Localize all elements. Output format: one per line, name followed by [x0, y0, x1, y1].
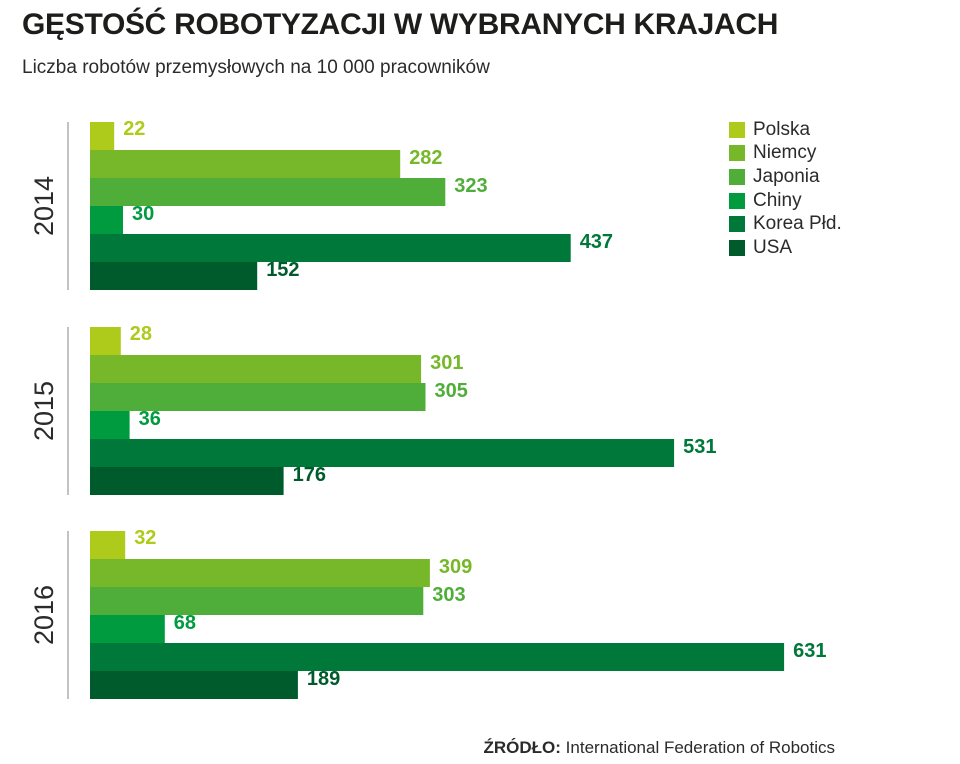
legend-item: Niemcy — [729, 142, 842, 166]
data-label: 305 — [435, 380, 468, 402]
bar — [90, 262, 258, 290]
legend-label: USA — [753, 236, 793, 258]
data-label: 176 — [293, 464, 326, 486]
data-label: 323 — [454, 175, 487, 197]
bar — [90, 383, 426, 411]
legend-item: Chiny — [729, 189, 842, 213]
data-label: 68 — [174, 612, 196, 634]
bar — [90, 234, 571, 262]
bar — [90, 467, 284, 495]
legend-item: Japonia — [729, 165, 842, 189]
bar — [90, 206, 123, 234]
legend-label: Korea Płd. — [753, 213, 842, 235]
bar — [90, 615, 165, 643]
source-note: ŹRÓDŁO: International Federation of Robo… — [484, 738, 836, 758]
data-label: 32 — [134, 527, 156, 549]
source-label: ŹRÓDŁO: — [483, 738, 561, 757]
data-label: 301 — [430, 352, 463, 374]
bar — [90, 150, 401, 178]
bar — [90, 439, 675, 467]
group-label: 2016 — [29, 585, 59, 645]
legend-swatch — [729, 168, 745, 185]
legend-swatch — [729, 145, 745, 162]
bar — [90, 671, 298, 699]
bar — [90, 327, 121, 355]
data-label: 309 — [439, 556, 472, 578]
legend-label: Polska — [753, 118, 811, 140]
legend-item: Polska — [729, 118, 842, 142]
bar — [90, 587, 424, 615]
data-label: 30 — [132, 203, 154, 225]
data-label: 152 — [266, 259, 299, 281]
legend-swatch — [729, 216, 745, 233]
bar — [90, 559, 430, 587]
bar — [90, 355, 422, 383]
group-label: 2015 — [29, 381, 59, 441]
data-label: 303 — [432, 584, 465, 606]
source-text: International Federation of Robotics — [565, 738, 835, 757]
data-label: 531 — [683, 436, 716, 458]
data-label: 28 — [130, 323, 152, 345]
group-label: 2014 — [29, 176, 59, 236]
chart-title: GĘSTOŚĆ ROBOTYZACJI W WYBRANYCH KRAJACH — [22, 8, 779, 41]
bar — [90, 178, 446, 206]
legend-item: USA — [729, 236, 842, 260]
legend-swatch — [729, 121, 745, 138]
legend: Polska Niemcy Japonia Chiny Korea Płd. USA — [729, 118, 842, 260]
legend-swatch — [729, 239, 745, 256]
legend-label: Chiny — [753, 189, 802, 211]
bar — [90, 122, 115, 150]
legend-label: Niemcy — [753, 142, 817, 164]
legend-item: Korea Płd. — [729, 212, 842, 236]
bar — [90, 643, 785, 671]
data-label: 36 — [139, 408, 161, 430]
data-label: 189 — [307, 668, 340, 690]
bar — [90, 411, 130, 439]
legend-swatch — [729, 192, 745, 209]
legend-label: Japonia — [753, 165, 820, 187]
data-label: 437 — [580, 231, 613, 253]
data-label: 631 — [793, 640, 826, 662]
chart-subtitle: Liczba robotów przemysłowych na 10 000 p… — [22, 57, 490, 78]
data-label: 22 — [123, 118, 145, 140]
bar — [90, 531, 126, 559]
data-label: 282 — [409, 147, 442, 169]
